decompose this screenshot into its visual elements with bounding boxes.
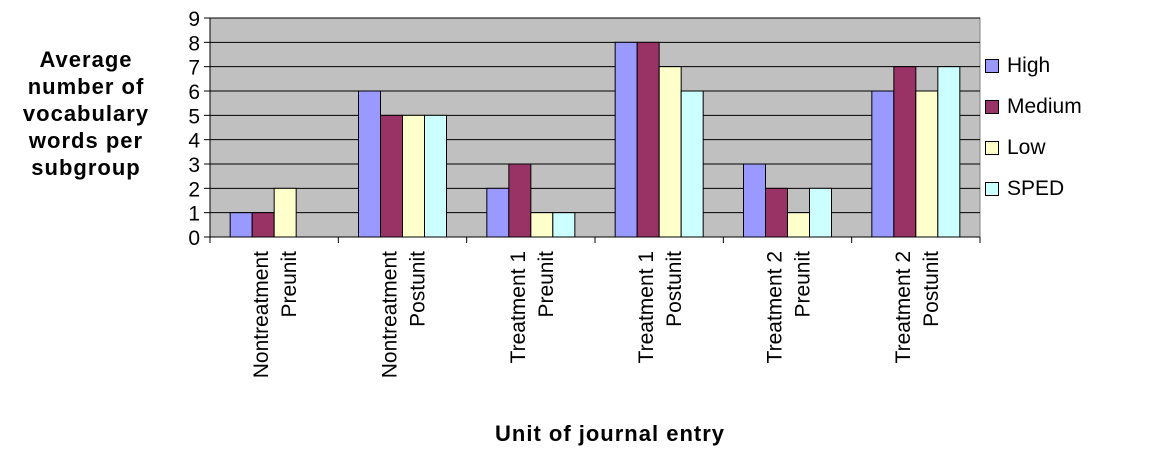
- y-tick-label: 5: [188, 105, 200, 128]
- legend-label-high: High: [1007, 53, 1051, 77]
- bar-low: [787, 212, 810, 238]
- legend-item-medium: Medium: [985, 93, 1082, 120]
- bar-sped: [937, 66, 961, 238]
- bar-medium: [765, 187, 788, 238]
- legend-swatch-high: [985, 58, 999, 73]
- y-axis-label-line: number of: [27, 74, 145, 99]
- x-tick-label-line: Nontreatment: [379, 251, 402, 378]
- x-tick-label-line: Treatment 2: [892, 251, 915, 363]
- legend-swatch-sped: [985, 181, 999, 196]
- legend-label-medium: Medium: [1007, 94, 1082, 118]
- x-tick-label: Treatment 2 Postunit: [892, 251, 943, 364]
- bar-sped: [552, 212, 576, 238]
- y-tick-label: 3: [188, 154, 200, 177]
- x-tick-label-line: Treatment 2: [764, 251, 787, 363]
- x-tick-label-group: Nontreatment Postunit: [379, 251, 430, 378]
- x-tick-label-line: Treatment 1: [635, 251, 658, 363]
- x-tick-label-group: Treatment 2 Preunit: [764, 251, 815, 364]
- legend-swatch-low: [985, 140, 999, 155]
- legend-swatch-medium: [985, 99, 999, 114]
- x-tick-label-group: Treatment 2 Postunit: [892, 251, 943, 364]
- bar-low: [273, 187, 297, 238]
- bar-high: [743, 163, 766, 238]
- bar-low: [530, 212, 554, 238]
- bar-medium: [636, 41, 660, 238]
- bar-high: [614, 41, 638, 238]
- x-tick-label: Treatment 1 Postunit: [635, 251, 686, 364]
- x-tick-label-group: Treatment 1 Preunit: [507, 251, 558, 364]
- y-axis-label: Average number of vocabulary words per s…: [6, 46, 166, 181]
- legend-label-sped: SPED: [1007, 176, 1065, 200]
- x-tick-label-line: Preunit: [535, 251, 558, 318]
- y-tick-label: 8: [188, 32, 200, 55]
- plot-area: [209, 17, 981, 238]
- bar-medium: [508, 163, 532, 238]
- legend-item-high: High: [985, 52, 1082, 79]
- bar-medium: [893, 66, 917, 238]
- y-axis-label-line: subgroup: [31, 155, 141, 180]
- x-tick-label-line: Postunit: [920, 251, 943, 327]
- legend-item-sped: SPED: [985, 175, 1082, 202]
- x-tick-label-line: Nontreatment: [250, 251, 273, 378]
- x-tick-label-line: Treatment 1: [507, 251, 530, 363]
- bar-high: [871, 90, 895, 238]
- bar-high: [486, 187, 510, 238]
- bar-low: [402, 114, 425, 238]
- y-tick-label: 2: [188, 178, 200, 201]
- x-tick-label: Nontreatment Preunit: [250, 251, 301, 378]
- x-axis-label: Unit of journal entry: [495, 421, 725, 446]
- x-tick-label-group: Nontreatment Preunit: [250, 251, 301, 378]
- bar-high: [229, 212, 253, 238]
- bar-low: [658, 66, 682, 238]
- bar-medium: [251, 212, 275, 238]
- y-tick-label: 0: [188, 227, 200, 250]
- y-tick-label: 1: [188, 203, 200, 226]
- x-tick-label-line: Preunit: [278, 251, 301, 318]
- y-tick-label: 6: [188, 81, 200, 104]
- y-axis-label-line: words per: [28, 128, 144, 153]
- bar-high: [358, 90, 381, 238]
- bar-medium: [380, 114, 403, 238]
- x-tick-label-group: Treatment 1 Postunit: [635, 251, 686, 364]
- y-tick-label: 7: [188, 57, 200, 80]
- x-tick-label-line: Postunit: [663, 251, 686, 327]
- x-tick-label-line: Postunit: [407, 251, 430, 327]
- y-tick-label: 9: [188, 8, 200, 31]
- bar-sped: [424, 114, 447, 238]
- bar-sped: [680, 90, 704, 238]
- bar-low: [915, 90, 939, 238]
- y-axis-label-line: Average: [39, 47, 133, 72]
- y-tick-label: 4: [188, 130, 200, 153]
- x-tick-label: Nontreatment Postunit: [379, 251, 430, 378]
- legend-item-low: Low: [985, 134, 1082, 161]
- x-tick-label: Treatment 1 Preunit: [507, 251, 558, 364]
- legend: High Medium Low SPED: [985, 52, 1082, 216]
- legend-label-low: Low: [1007, 135, 1046, 159]
- bar-sped: [809, 187, 832, 238]
- y-axis-label-line: vocabulary: [22, 101, 150, 126]
- x-tick-label: Treatment 2 Preunit: [764, 251, 815, 364]
- x-tick-label-line: Preunit: [792, 251, 815, 318]
